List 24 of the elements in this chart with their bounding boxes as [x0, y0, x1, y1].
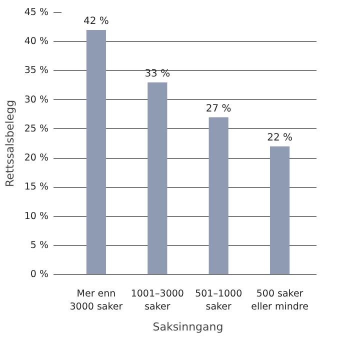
y-tick-label: 20 %	[24, 152, 49, 164]
y-tick-label: 15 %	[24, 182, 49, 193]
bar	[148, 82, 168, 274]
x-tick-label: 500 saker eller mindre	[251, 288, 309, 313]
x-tick-label: 501–1000 saker	[195, 288, 242, 313]
y-tick-label: 35 %	[24, 65, 49, 76]
x-axis-title: Saksinngang	[152, 320, 224, 334]
bar	[86, 30, 106, 274]
bar	[208, 117, 228, 274]
y-axis-title: Rettssalsbelegg	[3, 100, 16, 188]
y-tick-label: 0 %	[30, 269, 49, 280]
y-tick-label: 25 %	[24, 123, 49, 134]
data-label: 22 %	[267, 132, 292, 144]
x-tick-label: Mer enn 3000 saker	[70, 288, 123, 313]
bar	[270, 146, 290, 274]
data-label: 42 %	[84, 16, 109, 27]
y-tick-label: 40 %	[24, 36, 49, 48]
data-label: 27 %	[206, 103, 232, 114]
y-tick-label: 30 %	[24, 94, 49, 106]
y-tick-label: 45 %	[24, 7, 49, 18]
x-tick-label: 1001–3000 saker	[130, 288, 184, 313]
data-label: 33 %	[144, 68, 170, 80]
y-tick-label: 10 %	[24, 210, 49, 222]
y-tick-label: 5 %	[30, 240, 49, 251]
